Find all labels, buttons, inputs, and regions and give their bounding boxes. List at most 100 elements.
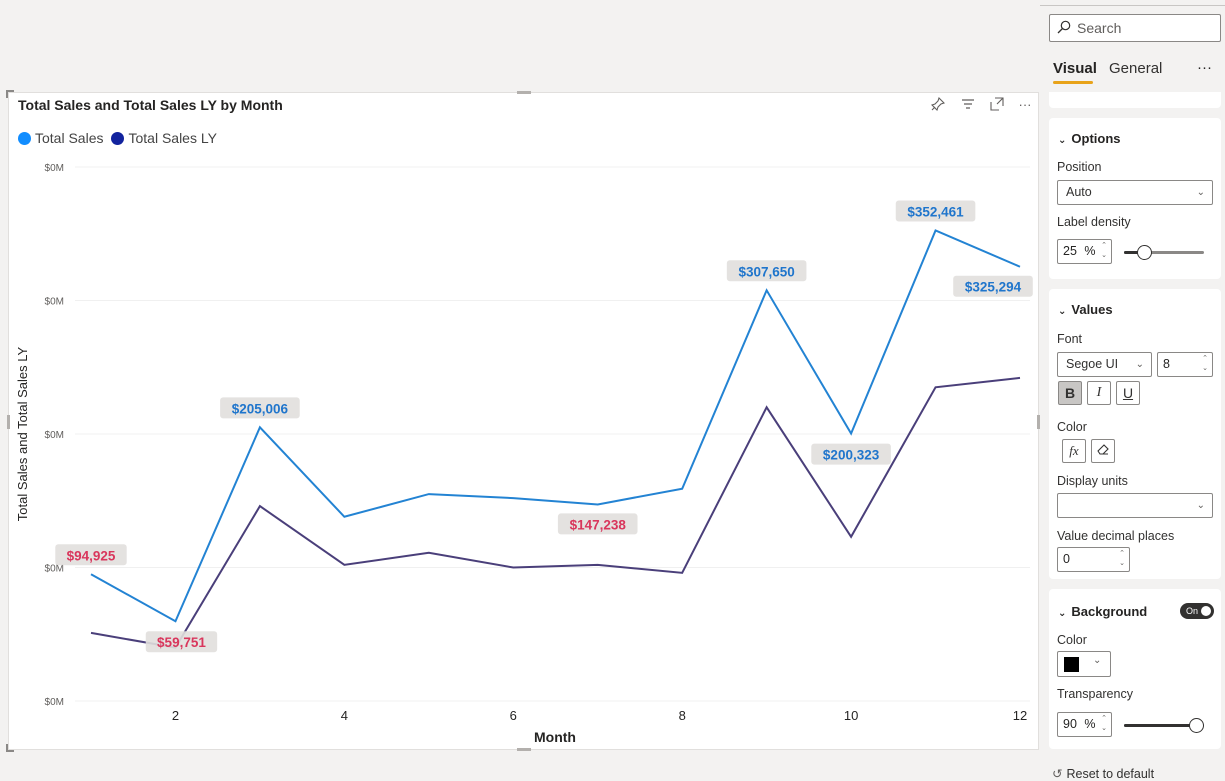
values-header[interactable]: ⌄ Values [1058, 302, 1113, 317]
legend-marker-total-sales-ly [111, 131, 125, 145]
report-canvas: Total Sales and Total Sales LY by Month … [6, 90, 1040, 752]
reset-label: Reset to default [1066, 767, 1155, 781]
collapsed-card-end [1049, 92, 1221, 108]
values-title: Values [1071, 302, 1113, 317]
reset-to-default-link[interactable]: ↺ Reset to default [1052, 766, 1154, 781]
pane-top-border [1040, 0, 1225, 6]
y-tick-label: $0M [45, 697, 64, 708]
decimal-places-label: Value decimal places [1057, 529, 1175, 543]
italic-button[interactable]: I [1087, 381, 1111, 405]
decimal-places-value: 0 [1063, 552, 1070, 566]
stepper-arrows-icon[interactable]: ⌃ ⌄ [1202, 355, 1208, 372]
transparency-label: Transparency [1057, 687, 1133, 701]
transparency-value: 90 [1063, 717, 1077, 731]
y-tick-label: $0M [45, 163, 64, 174]
data-label-background [220, 397, 300, 419]
data-label-background [811, 443, 891, 465]
toggle-knob [1201, 606, 1211, 616]
chevron-down-icon: ⌄ [1093, 655, 1102, 666]
font-size-value: 8 [1163, 357, 1170, 371]
display-units-dropdown[interactable]: ⌄ [1057, 493, 1213, 518]
x-tick-label: 12 [1013, 708, 1027, 723]
stepper-arrows-icon[interactable]: ⌃ ⌄ [1101, 242, 1107, 259]
position-dropdown[interactable]: Auto ⌄ [1057, 180, 1213, 205]
y-axis-title: Total Sales and Total Sales LY [15, 346, 30, 521]
label-density-unit: % [1084, 244, 1096, 258]
search-input[interactable]: Search [1049, 14, 1221, 42]
label-density-stepper[interactable]: 25 % ⌃ ⌄ [1057, 239, 1112, 264]
pin-icon[interactable] [930, 96, 946, 113]
chevron-down-icon: ⌄ [1196, 500, 1205, 511]
data-label-background [55, 544, 127, 566]
data-label: $205,006 [232, 401, 289, 416]
display-units-label: Display units [1057, 474, 1128, 488]
resize-corner[interactable] [6, 90, 14, 98]
data-label-background [953, 275, 1033, 297]
data-label-background [557, 513, 638, 535]
font-family-dropdown[interactable]: Segoe UI ⌄ [1057, 352, 1152, 377]
bold-button[interactable]: B [1058, 381, 1082, 405]
font-size-stepper[interactable]: 8 ⌃ ⌄ [1157, 352, 1213, 377]
legend-marker-total-sales [18, 131, 31, 145]
tab-visual[interactable]: Visual [1053, 60, 1097, 77]
position-label: Position [1057, 160, 1102, 174]
more-options-icon[interactable]: ··· [1018, 97, 1032, 112]
line-chart-visual[interactable]: Total Sales and Total Sales LY by Month … [6, 90, 1040, 752]
chevron-down-icon: ⌄ [1058, 135, 1067, 146]
line-chart-plot: $0M $0M $0M $0M $0M 2 4 6 8 10 12 $94,925 $59,751 $… [15, 163, 1033, 745]
tab-general[interactable]: General [1109, 60, 1163, 77]
legend-label-total-sales-ly: Total Sales LY [128, 130, 217, 146]
conditional-format-fx-button[interactable]: fx [1062, 439, 1086, 463]
background-title: Background [1071, 604, 1148, 619]
chevron-down-icon: ⌄ [1058, 608, 1067, 619]
stepper-arrows-icon[interactable]: ⌃ ⌄ [1119, 550, 1125, 567]
transparency-stepper[interactable]: 90 % ⌃ ⌄ [1057, 712, 1112, 737]
y-tick-label: $0M [45, 564, 64, 575]
data-label: $94,925 [67, 548, 116, 563]
options-header[interactable]: ⌄ Options [1058, 131, 1121, 146]
data-label: $59,751 [157, 635, 206, 650]
x-tick-label: 6 [510, 708, 517, 723]
search-icon [1057, 20, 1071, 37]
data-label: $325,294 [965, 280, 1022, 295]
search-placeholder: Search [1077, 20, 1122, 36]
transparency-unit: % [1084, 717, 1096, 731]
data-label: $147,238 [570, 517, 627, 532]
eraser-icon[interactable] [1091, 439, 1115, 463]
x-tick-label: 8 [679, 708, 686, 723]
data-label-background [726, 260, 807, 282]
resize-handle-top[interactable] [517, 91, 531, 94]
series-line-total-sales-ly [90, 376, 1021, 649]
transparency-slider-fill [1124, 724, 1196, 727]
background-color-picker[interactable]: ⌄ [1057, 651, 1111, 677]
resize-handle-bottom[interactable] [517, 748, 531, 751]
background-color-label: Color [1057, 633, 1087, 647]
resize-handle-right[interactable] [1037, 415, 1040, 429]
underline-button[interactable]: U [1116, 381, 1140, 405]
label-density-slider-thumb[interactable] [1137, 245, 1152, 260]
background-toggle[interactable]: On [1180, 603, 1214, 619]
resize-corner[interactable] [6, 744, 14, 752]
transparency-slider-thumb[interactable] [1189, 718, 1204, 733]
background-header[interactable]: ⌄ Background [1058, 604, 1147, 619]
y-tick-label: $0M [45, 430, 64, 441]
visual-title: Total Sales and Total Sales LY by Month [18, 97, 283, 113]
values-card: ⌄ Values Font Segoe UI ⌄ 8 ⌃ ⌄ B I U Color… [1049, 289, 1221, 579]
x-tick-label: 2 [172, 708, 179, 723]
chevron-down-icon: ⌄ [1135, 359, 1144, 370]
resize-handle-left[interactable] [7, 415, 10, 429]
chart-legend: Total Sales Total Sales LY [18, 130, 217, 146]
toggle-state-label: On [1186, 606, 1199, 616]
decimal-places-stepper[interactable]: 0 ⌃ ⌄ [1057, 547, 1130, 572]
focus-mode-icon[interactable] [989, 97, 1005, 113]
data-label: $200,323 [823, 448, 880, 463]
stepper-arrows-icon[interactable]: ⌃ ⌄ [1101, 715, 1107, 732]
data-label: $352,461 [907, 204, 964, 219]
chevron-down-icon: ⌄ [1058, 306, 1067, 317]
label-density-slider[interactable] [1124, 251, 1204, 254]
filter-icon[interactable] [960, 97, 976, 113]
chevron-down-icon: ⌄ [1196, 187, 1205, 198]
position-value: Auto [1066, 185, 1092, 199]
x-axis-title: Month [534, 729, 576, 745]
more-options-icon[interactable]: ··· [1197, 59, 1212, 76]
